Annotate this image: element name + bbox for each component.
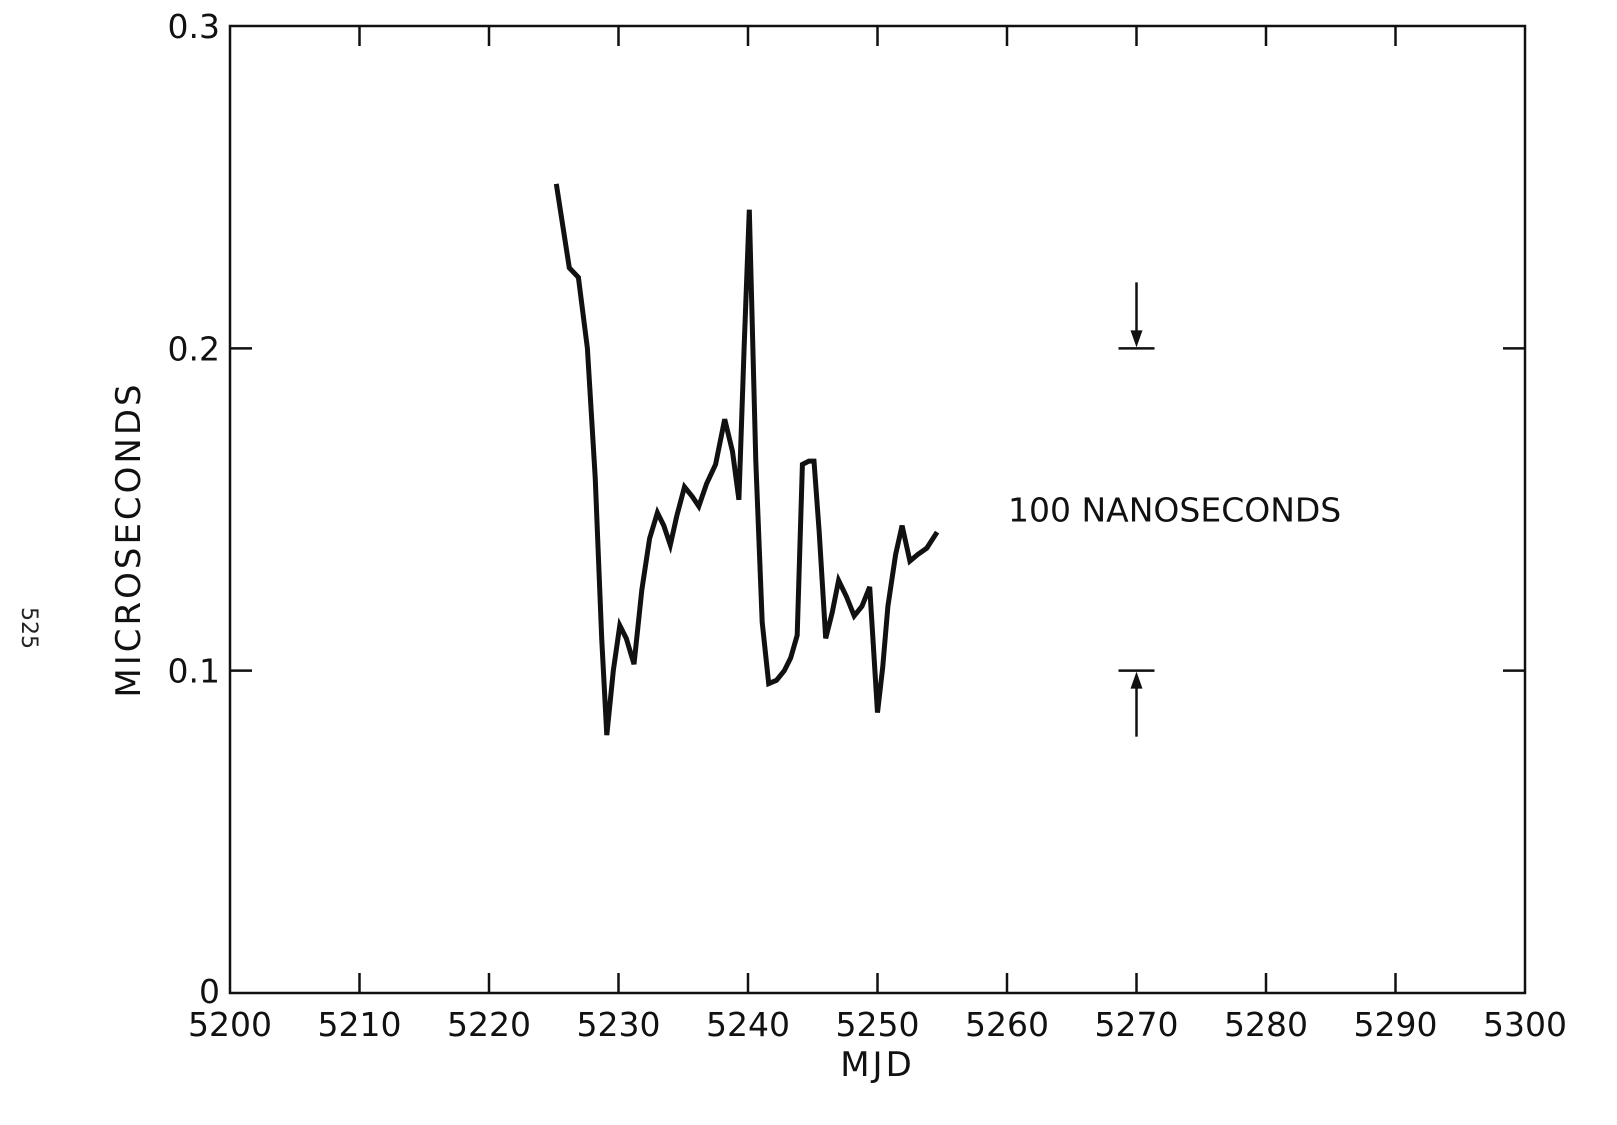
axis-ticks [230, 26, 1525, 993]
series-group [553, 183, 940, 736]
x-tick-label: 5260 [965, 1005, 1049, 1044]
x-tick-label: 5200 [188, 1005, 272, 1044]
x-tick-label: 5250 [836, 1005, 920, 1044]
x-tick-label: 5290 [1354, 1005, 1438, 1044]
y-tick-label: 0 [199, 972, 220, 1011]
x-tick-labels: 5200 5210 5220 5230 5240 5250 5260 5270 5280 5290… [188, 1005, 1567, 1044]
page-number: 525 [16, 607, 41, 649]
annotation-100-nanoseconds: 100 NANOSECONDS [1008, 491, 1341, 530]
scale-bar [1118, 282, 1155, 737]
y-tick-label: 0.2 [168, 329, 220, 368]
x-axis-title: MJD [840, 1045, 915, 1085]
x-tick-label: 5230 [577, 1005, 661, 1044]
y-tick-label: 0.1 [168, 652, 220, 691]
x-tick-label: 5300 [1483, 1005, 1567, 1044]
x-tick-label: 5270 [1095, 1005, 1179, 1044]
data-line [553, 183, 940, 736]
x-tick-label: 5240 [706, 1005, 790, 1044]
x-tick-label: 5210 [318, 1005, 402, 1044]
y-tick-label: 0.3 [168, 7, 220, 46]
arrow-down-icon [1130, 330, 1143, 348]
y-tick-labels: 0 0.1 0.2 0.3 [168, 7, 220, 1011]
arrow-up-icon [1130, 671, 1143, 689]
y-axis-title: MICROSECONDS [109, 381, 149, 697]
x-tick-label: 5280 [1224, 1005, 1308, 1044]
x-tick-label: 5220 [447, 1005, 531, 1044]
